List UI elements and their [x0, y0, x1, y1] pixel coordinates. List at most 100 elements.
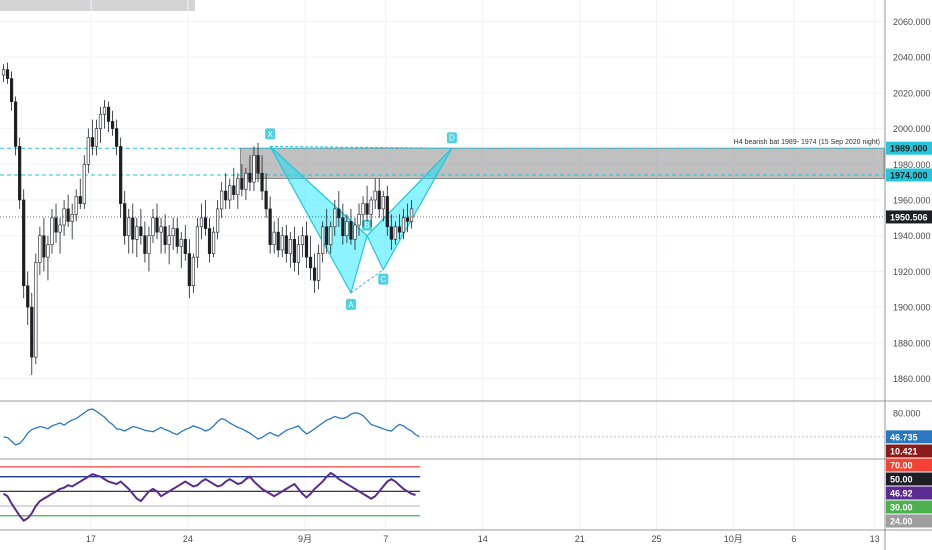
- candle-down: [397, 226, 402, 233]
- candle-up: [127, 217, 131, 237]
- candle-down: [256, 155, 260, 174]
- price-tick-label: 1860.000: [893, 374, 931, 384]
- candle-up: [38, 235, 42, 263]
- candle-up: [167, 235, 171, 245]
- candle-down: [163, 226, 167, 245]
- candle-down: [183, 238, 187, 254]
- candle-down: [312, 267, 317, 281]
- pattern-point-label-B: B: [364, 221, 369, 230]
- candle-down: [224, 190, 228, 201]
- time-tick-label: 25: [651, 534, 661, 544]
- candle-up: [50, 217, 54, 245]
- candle-up: [381, 196, 385, 210]
- candle-down: [385, 196, 389, 228]
- candle-down: [78, 196, 82, 204]
- price-tick-label: 1920.000: [893, 267, 931, 277]
- candle-up: [70, 213, 74, 222]
- time-tick-label: 14: [478, 534, 488, 544]
- candle-down: [207, 228, 212, 254]
- pattern-ac-line: [350, 269, 384, 294]
- osc-series-line: [2, 471, 416, 522]
- time-tick-label: 24: [183, 534, 193, 544]
- candle-down: [341, 217, 345, 237]
- price-tick-label: 2060.000: [893, 17, 931, 27]
- candle-down: [119, 146, 123, 204]
- candle-up: [353, 224, 357, 240]
- candle-down: [337, 208, 341, 219]
- zone-annotation: H4 bearish bat 1989- 1974 (15 Sep 2020 n…: [734, 139, 880, 146]
- candle-up: [216, 208, 220, 233]
- candle-up: [58, 224, 62, 233]
- candle-down: [292, 238, 296, 263]
- pattern-xd-line: [270, 145, 452, 149]
- osc-tag-46.92: 46.92: [890, 489, 913, 499]
- candle-down: [232, 185, 236, 195]
- candle-down: [308, 256, 313, 269]
- candle-down: [139, 226, 143, 237]
- candle-up: [86, 137, 90, 165]
- candle-down: [264, 190, 268, 210]
- rsi-last-tag-bg: [886, 430, 932, 444]
- candle-down: [115, 128, 119, 147]
- price-tick-label: 1980.000: [893, 160, 931, 170]
- pattern-point-badge: [446, 132, 457, 144]
- candle-up: [191, 256, 195, 287]
- candle-down: [240, 178, 244, 190]
- osc-tag-24.00-bg: [886, 514, 932, 528]
- rsi-last-tag: 46.735: [890, 432, 918, 442]
- level-tag-1989.000-bg: [886, 141, 932, 155]
- candle-down: [268, 208, 272, 245]
- candle-up: [280, 235, 284, 251]
- candle-up: [369, 199, 373, 215]
- candle-up: [159, 226, 163, 233]
- pattern-point-badge: [265, 128, 276, 140]
- level-tag-1974.000: 1974.000: [890, 171, 928, 181]
- candle-up: [151, 217, 155, 237]
- last-price-tag: 1950.506: [890, 212, 928, 222]
- level-tag-1989.000: 1989.000: [890, 144, 928, 154]
- candle-up: [393, 226, 397, 240]
- osc-tag-46.92-bg: [886, 486, 932, 500]
- candle-up: [329, 226, 333, 245]
- candle-up: [135, 226, 139, 240]
- candle-down: [260, 172, 264, 192]
- candle-down: [131, 217, 135, 240]
- candle-up: [272, 231, 276, 245]
- candle-up: [211, 231, 216, 254]
- candle-up: [98, 113, 103, 129]
- pattern-point-badge: [345, 298, 356, 310]
- last-price-tag-bg: [886, 210, 932, 224]
- candle-up: [333, 208, 337, 228]
- candle-down: [5, 69, 10, 79]
- osc-tag-70.00: 70.00: [890, 461, 913, 471]
- price-tick-label: 1960.000: [893, 196, 931, 206]
- pattern-point-label-C: C: [380, 275, 386, 284]
- time-tick-label: 17: [86, 534, 96, 544]
- candle-down: [349, 221, 353, 240]
- candle-up: [46, 244, 50, 258]
- candle-down: [405, 217, 410, 222]
- candle-up: [228, 185, 232, 201]
- candle-up: [82, 163, 86, 204]
- candle-up: [62, 208, 66, 226]
- price-tick-label: 2020.000: [893, 88, 931, 98]
- candle-down: [66, 208, 70, 222]
- rsi-secondary-tag-bg: [886, 444, 932, 458]
- candle-up: [1, 69, 6, 76]
- supply-zone-rect: [239, 147, 885, 179]
- candle-up: [171, 228, 175, 237]
- candle-down: [110, 121, 115, 129]
- rsi-secondary-tag: 10.421: [890, 447, 918, 457]
- candle-down: [26, 285, 30, 308]
- candle-up: [195, 226, 200, 258]
- pattern-point-badge: [362, 219, 373, 231]
- candle-down: [248, 172, 252, 183]
- candle-down: [106, 106, 111, 122]
- candle-up: [94, 128, 99, 147]
- candle-down: [276, 231, 280, 251]
- osc-tag-24.00: 24.00: [890, 517, 913, 527]
- candle-down: [365, 203, 369, 215]
- candle-up: [244, 172, 248, 190]
- pattern-point-label-D: D: [449, 134, 455, 143]
